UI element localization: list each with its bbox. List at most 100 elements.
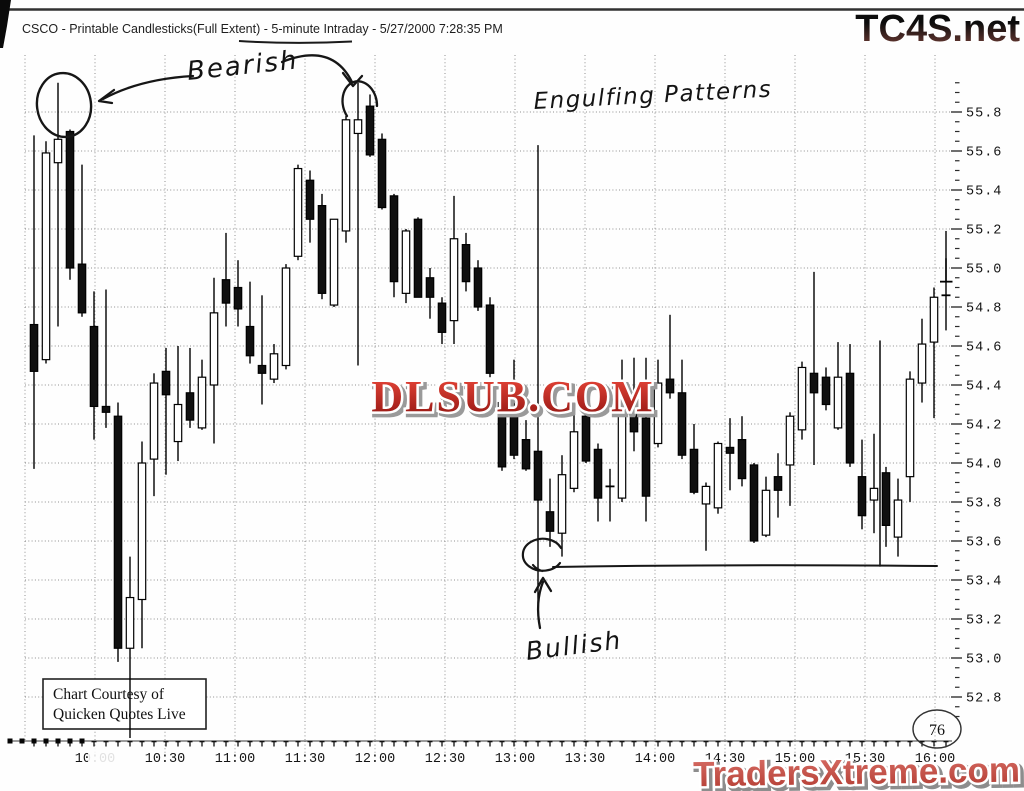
candle-bearish <box>461 244 471 283</box>
price-label: 54.2 <box>966 419 1002 434</box>
candle-bullish <box>137 462 147 601</box>
bar-count-circle <box>912 709 962 749</box>
candle-bullish <box>53 138 63 164</box>
candle-bullish <box>125 596 135 649</box>
candle-bullish <box>149 382 159 460</box>
bearish-arrow-right-head <box>341 71 364 88</box>
price-label: 55.8 <box>966 107 1002 122</box>
bullish-label: Bullish <box>524 625 624 666</box>
candle-bullish <box>41 152 51 361</box>
time-label: 11:30 <box>285 752 326 767</box>
bearish-arrow-left-head <box>97 88 116 105</box>
candle-bullish <box>197 376 207 429</box>
candlesticks <box>29 82 951 738</box>
price-label: 55.0 <box>966 263 1002 278</box>
bearish-arrow-left <box>101 74 195 101</box>
candle-bullish <box>401 230 411 294</box>
candle-bullish <box>569 431 579 489</box>
courtesy-line1: Chart Courtesy of <box>53 686 165 703</box>
bearish-arrow-right <box>280 54 354 84</box>
candle-bearish <box>773 476 783 491</box>
candle-bearish <box>425 277 435 298</box>
bearish-circle-1 <box>35 71 93 139</box>
candle-bearish <box>593 448 603 499</box>
candle-bearish <box>677 392 687 456</box>
courtesy-line2: Quicken Quotes Live <box>53 706 186 723</box>
candle-bullish <box>701 485 711 505</box>
price-label: 55.6 <box>966 146 1002 161</box>
candle-bullish <box>557 474 567 534</box>
time-label: 14:30 <box>705 752 746 767</box>
candle-bearish <box>737 439 747 480</box>
engulfing-label: Engulfing Patterns <box>533 77 773 115</box>
bullish-arrow-head <box>533 576 553 594</box>
candle-bearish <box>389 195 399 283</box>
candle-bearish <box>665 378 675 394</box>
candle-bullish <box>341 119 351 232</box>
candle-bullish <box>929 296 939 343</box>
bullish-circle <box>521 537 563 573</box>
price-label: 53.0 <box>966 653 1002 668</box>
candle-bearish <box>89 325 99 408</box>
time-label: 12:00 <box>355 752 396 767</box>
candle-bullish <box>449 238 459 322</box>
candle-bearish <box>857 476 867 517</box>
candle-bullish <box>713 442 723 509</box>
candle-bearish <box>65 130 75 269</box>
candle-bullish <box>905 378 915 478</box>
dlsub-text: DLSUB.COM <box>371 372 654 421</box>
time-label: 13:30 <box>565 752 606 767</box>
candle-bearish <box>689 448 699 493</box>
dlsub-watermark: DLSUB.COM DLSUB.COM <box>369 370 659 428</box>
candle-bearish <box>881 472 891 527</box>
candle-bearish <box>581 415 591 462</box>
price-label: 54.4 <box>966 380 1002 395</box>
candle-bearish <box>641 417 651 497</box>
price-label: 54.0 <box>966 458 1002 473</box>
bearish-circle-2 <box>341 80 379 118</box>
closing-marks <box>940 258 953 283</box>
price-label: 54.8 <box>966 302 1002 317</box>
bar-count-label: 76 <box>929 722 945 739</box>
traders-text: TradersXtreme.com <box>693 751 1020 791</box>
price-label: 53.6 <box>966 536 1002 551</box>
candle-bearish <box>521 439 531 470</box>
price-label: 53.4 <box>966 575 1002 590</box>
support-line <box>552 564 938 568</box>
bullish-arrow <box>536 580 545 630</box>
candle-bearish <box>377 138 387 209</box>
price-axis: 55.8 55.6 55.4 55.2 55.0 54.8 54.6 54.4 54.2 54.0… <box>951 82 1002 718</box>
candle-bullish <box>893 499 903 538</box>
time-label: 12:30 <box>425 752 466 767</box>
candle-bullish <box>329 218 339 306</box>
bearish-label: Bearish <box>186 45 300 87</box>
candle-bearish <box>809 372 819 394</box>
traders-shadow: TradersXtreme.com <box>696 754 1023 791</box>
candle-bearish <box>161 370 171 396</box>
price-label: 53.8 <box>966 497 1002 512</box>
price-label: 52.8 <box>966 692 1002 707</box>
time-label: 13:00 <box>495 752 536 767</box>
candle-bearish <box>413 218 423 298</box>
candle-bullish <box>761 489 771 536</box>
time-label: 15:30 <box>845 752 886 767</box>
candle-bullish <box>293 167 303 257</box>
candle-bullish <box>173 403 183 443</box>
candle-bullish <box>833 376 843 429</box>
candle-bearish <box>725 446 735 454</box>
candle-bearish <box>497 401 507 468</box>
candle-bearish <box>629 401 639 433</box>
scan-corner-blob <box>0 0 11 48</box>
candle-bearish <box>101 405 111 413</box>
candle-bearish <box>821 376 831 406</box>
candle-bullish <box>785 415 795 466</box>
price-label: 55.2 <box>966 224 1002 239</box>
candle-bullish <box>653 382 663 445</box>
hand-underline <box>238 40 353 44</box>
price-label: 53.2 <box>966 614 1002 629</box>
scan-fade-patch <box>88 748 116 765</box>
candle-bearish <box>221 279 231 304</box>
chart-title: CSCO - Printable Candlesticks(Full Exten… <box>22 22 503 36</box>
candle-bullish <box>617 403 627 499</box>
